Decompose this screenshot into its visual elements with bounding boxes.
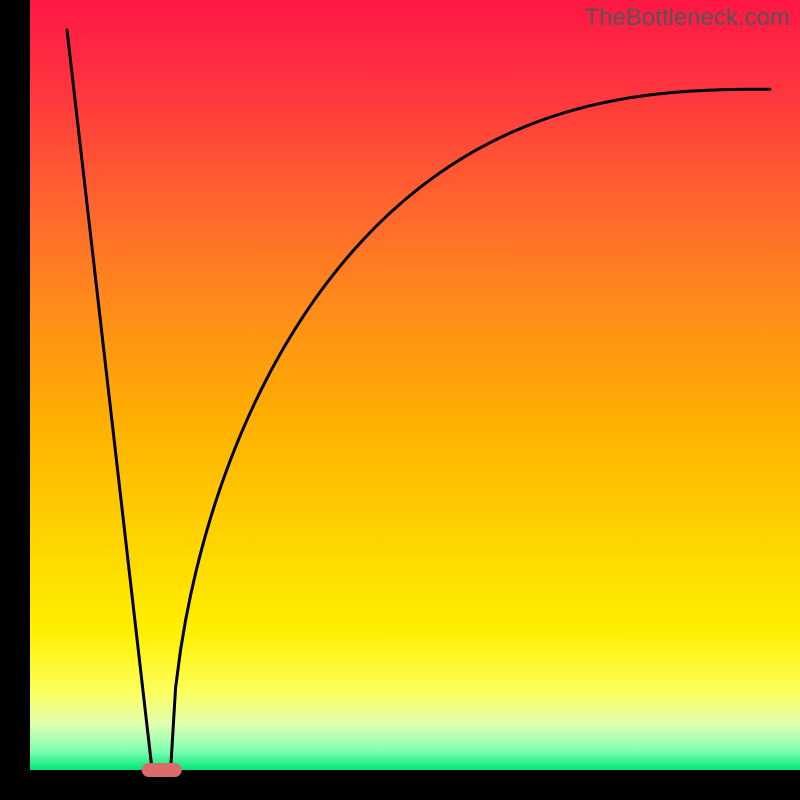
watermark-text: TheBottleneck.com [585,4,790,32]
bottleneck-chart [0,0,800,800]
chart-container: TheBottleneck.com [0,0,800,800]
